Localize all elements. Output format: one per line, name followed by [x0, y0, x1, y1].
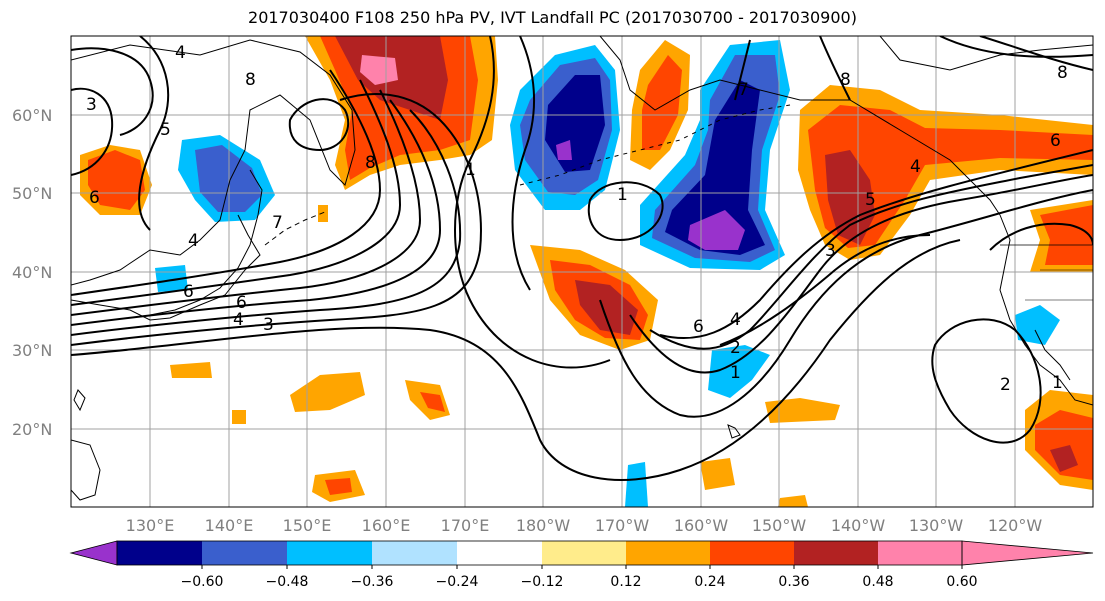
lon-label: 150°E [283, 516, 332, 535]
contour-label: 7 [272, 213, 283, 233]
lon-label: 140°E [205, 516, 254, 535]
lat-label: 30°N [12, 341, 52, 360]
contour-label: 4 [233, 310, 244, 330]
lon-label: 150°W [752, 516, 807, 535]
contour-label: 8 [245, 70, 256, 90]
contour-label: 2 [730, 338, 741, 358]
coastlines [71, 36, 1093, 501]
lon-label: 120°W [988, 516, 1043, 535]
contour-label: 2 [1000, 375, 1011, 395]
contour-label: 3 [263, 315, 274, 335]
colorbar-tick-label: −0.60 [181, 574, 224, 590]
contour-label: 1 [730, 363, 741, 383]
contour-label: 6 [1050, 131, 1061, 151]
colorbar-segment [287, 541, 372, 565]
contour-label: 1 [1052, 373, 1063, 393]
longitude-axis: 130°E 140°E 150°E 160°E 170°E 180°W 170°… [126, 516, 1043, 535]
contour-label: 7 [738, 80, 749, 100]
lat-label: 50°N [12, 184, 52, 203]
contour-label: 5 [865, 190, 876, 210]
lon-label: 170°W [595, 516, 650, 535]
pv-contours [71, 36, 1093, 481]
lon-label: 170°E [441, 516, 490, 535]
contour-label: 1 [465, 160, 476, 180]
contour-label: 8 [1057, 63, 1068, 83]
contour-label: 8 [840, 70, 851, 90]
lon-label: 130°E [126, 516, 175, 535]
contour-label: 4 [188, 231, 199, 251]
colorbar-segment [202, 541, 287, 565]
lon-label: 140°W [831, 516, 886, 535]
colorbar-segment [794, 541, 878, 565]
colorbar-segment [710, 541, 794, 565]
colorbar-tick-label: −0.36 [351, 574, 394, 590]
lat-label: 20°N [12, 420, 52, 439]
colorbar-segment [542, 541, 626, 565]
lon-label: 130°W [909, 516, 964, 535]
contour-label: 3 [86, 95, 97, 115]
colorbar-tick-label: −0.24 [436, 574, 479, 590]
lon-label: 180°W [516, 516, 571, 535]
colorbar-extend-left [69, 540, 118, 566]
colorbar-tick-label: 0.48 [862, 574, 893, 590]
colorbar: −0.60 −0.48 −0.36 −0.24 −0.12 0.12 0.24 … [69, 540, 1094, 590]
colorbar-tick-label: 0.12 [610, 574, 641, 590]
colorbar-tick-label: 0.60 [946, 574, 977, 590]
contour-label: 5 [160, 120, 171, 140]
colorbar-tick-label: 0.36 [778, 574, 809, 590]
colorbar-segment [372, 541, 457, 565]
colorbar-segment [457, 541, 542, 565]
map-frame [70, 35, 1094, 508]
contour-label: 1 [617, 185, 628, 205]
latitude-axis: 60°N 50°N 40°N 30°N 20°N [12, 106, 52, 439]
map-title: 2017030400 F108 250 hPa PV, IVT Landfall… [248, 8, 857, 27]
contour-label: 4 [910, 157, 921, 177]
lat-label: 40°N [12, 263, 52, 282]
contour-label: 3 [825, 241, 836, 261]
colorbar-frame [116, 540, 963, 566]
lon-label: 160°W [674, 516, 729, 535]
colorbar-segment [878, 541, 962, 565]
contour-label: 6 [693, 317, 704, 337]
colorbar-extend-right [961, 540, 1094, 566]
colorbar-tick-label: 0.24 [694, 574, 725, 590]
contour-label: 6 [236, 293, 247, 313]
colorbar-tick-label: −0.12 [521, 574, 564, 590]
contour-labels: 4 3 5 6 8 7 4 6 4 3 8 1 1 7 8 6 4 5 3 6 … [86, 43, 1068, 395]
contour-label: 6 [89, 188, 100, 208]
colorbar-segment [626, 541, 710, 565]
lat-label: 60°N [12, 106, 52, 125]
lon-label: 160°E [362, 516, 411, 535]
contour-label: 4 [175, 43, 186, 63]
contour-label: 4 [730, 310, 741, 330]
contour-label: 8 [365, 153, 376, 173]
colorbar-tick-label: −0.48 [266, 574, 309, 590]
contour-label: 6 [183, 282, 194, 302]
colorbar-segment [117, 541, 202, 565]
pc-shading-negative [155, 40, 1060, 507]
